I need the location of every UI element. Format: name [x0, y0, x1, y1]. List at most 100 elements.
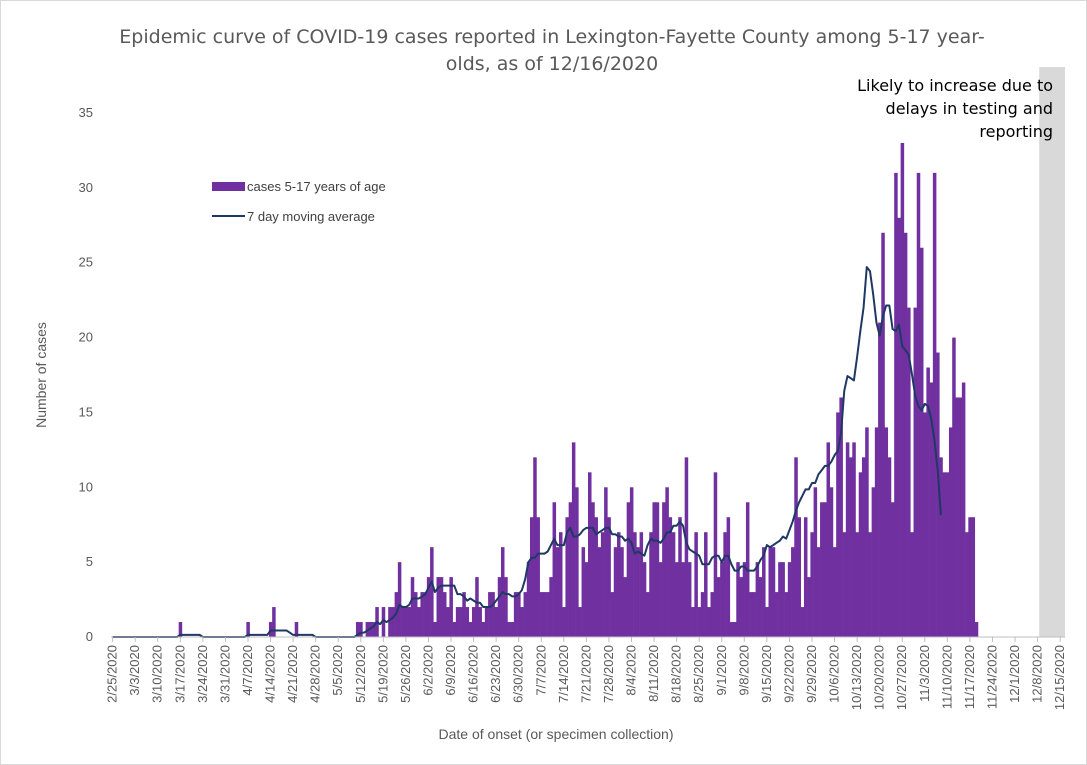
case-bar: [452, 622, 457, 637]
x-tick-label: 4/14/2020: [263, 645, 278, 703]
case-bar: [591, 502, 595, 637]
x-tick-label: 8/11/2020: [646, 645, 661, 702]
case-bar: [668, 517, 673, 637]
case-bar: [626, 502, 631, 637]
case-bar: [417, 607, 421, 637]
case-bar: [478, 607, 482, 637]
case-bar: [465, 607, 470, 637]
case-bar: [546, 592, 550, 637]
x-tick-label: 6/9/2020: [443, 645, 458, 696]
case-bar: [604, 487, 608, 637]
case-bar: [749, 592, 753, 637]
x-tick-label: 2/25/2020: [105, 645, 120, 703]
case-bar: [571, 442, 576, 637]
annotation-line-1: Likely to increase due to: [857, 76, 1053, 95]
case-bar: [410, 577, 415, 637]
case-bar: [475, 577, 479, 637]
case-bar: [462, 592, 466, 637]
case-bar: [797, 517, 802, 637]
legend-label-moving-average: 7 day moving average: [247, 209, 375, 224]
x-tick-label: 11/3/2020: [917, 645, 932, 702]
reporting-delay-shade: [1039, 67, 1065, 637]
case-bar: [430, 547, 434, 637]
case-bar: [652, 502, 656, 637]
case-bar: [397, 562, 402, 637]
case-bar: [633, 532, 637, 637]
x-tick-label: 3/10/2020: [150, 645, 165, 703]
case-bar: [758, 577, 763, 637]
case-bar: [442, 592, 447, 637]
chart-title-line-2: olds, as of 12/16/2020: [446, 53, 658, 75]
case-bar: [600, 532, 605, 637]
case-bar: [926, 367, 930, 637]
case-bar: [729, 622, 734, 637]
case-bar: [533, 457, 537, 637]
case-bar: [700, 592, 705, 637]
case-bar: [852, 442, 856, 637]
case-bar: [413, 592, 418, 637]
case-bar: [874, 427, 879, 637]
case-bar: [584, 562, 589, 637]
case-bar: [845, 442, 850, 637]
case-bar: [787, 562, 792, 637]
x-tick-label: 9/1/2020: [714, 645, 729, 696]
case-bar: [407, 607, 412, 637]
x-tick-label: 9/15/2020: [759, 645, 774, 703]
case-bar: [294, 622, 299, 637]
x-tick-label: 11/10/2020: [939, 645, 954, 709]
x-tick-label: 6/16/2020: [466, 645, 481, 703]
y-tick-label: 0: [86, 629, 93, 644]
case-bar: [849, 457, 853, 637]
case-bar: [639, 532, 644, 637]
case-bar: [881, 232, 885, 637]
x-tick-label: 5/19/2020: [375, 645, 390, 703]
case-bar: [636, 547, 640, 637]
x-tick-label: 3/3/2020: [127, 645, 142, 696]
case-bar: [658, 562, 663, 637]
case-bar: [468, 622, 473, 637]
case-bar: [919, 247, 924, 638]
case-bar: [497, 577, 502, 637]
x-tick-label: 9/29/2020: [804, 645, 819, 703]
case-bar: [900, 142, 905, 637]
case-bar: [655, 502, 660, 637]
x-tick-label: 8/25/2020: [691, 645, 706, 703]
case-bar: [903, 232, 908, 637]
x-tick-label: 12/15/2020: [1052, 645, 1067, 710]
case-bar: [459, 607, 463, 637]
case-bar: [697, 607, 702, 637]
case-bar: [578, 607, 582, 637]
case-bar: [613, 547, 618, 637]
case-bar: [504, 577, 508, 637]
case-bar: [588, 472, 592, 637]
case-bar: [565, 517, 569, 637]
case-bar: [784, 592, 789, 637]
case-bar: [823, 502, 827, 637]
x-axis-title: Date of onset (or specimen collection): [439, 726, 674, 742]
case-bar: [494, 607, 499, 637]
annotation-line-2: delays in testing and: [886, 99, 1053, 118]
case-bar: [945, 472, 950, 637]
case-bar: [404, 607, 408, 637]
moving-average-line: [112, 266, 942, 638]
case-bar: [449, 577, 453, 637]
case-bar: [816, 547, 821, 637]
x-tick-label: 7/28/2020: [601, 645, 616, 703]
case-bar: [781, 562, 785, 637]
case-bar: [675, 562, 679, 637]
case-bar: [549, 577, 553, 637]
case-bar: [433, 622, 437, 637]
case-bar: [665, 487, 669, 637]
case-bar: [671, 532, 676, 637]
case-bar: [529, 517, 534, 637]
case-bar: [803, 517, 808, 637]
case-bar: [826, 442, 831, 637]
case-bar: [391, 607, 395, 637]
case-bar: [968, 517, 972, 637]
case-bar: [839, 397, 843, 637]
case-bar: [820, 502, 824, 637]
case-bar: [755, 562, 760, 637]
case-bar: [742, 562, 747, 637]
case-bar: [958, 397, 963, 637]
